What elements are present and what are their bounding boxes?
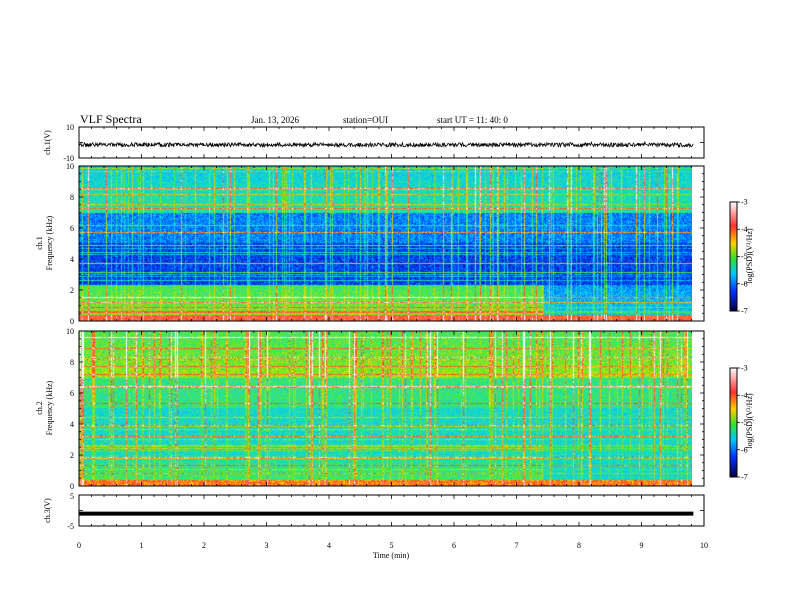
ch2-colorbar-tick-label: -5 bbox=[741, 418, 748, 427]
x-tick-label: 5 bbox=[390, 541, 394, 550]
x-axis-label: Time (min) bbox=[373, 551, 410, 560]
x-tick-label: 7 bbox=[515, 541, 519, 550]
x-tick-labels: 0 1 2 3 4 5 6 7 8 9 10 bbox=[77, 541, 708, 550]
start-time-label: start UT = 11: 40: 0 bbox=[437, 115, 508, 125]
ch2-spectrogram-panel: 0 2 4 6 8 10 ch.2 Frequency (kHz) bbox=[35, 327, 705, 491]
x-tick-label: 9 bbox=[640, 541, 644, 550]
ch1-colorbar-label: log(PSD)(V²/Hz) bbox=[745, 228, 754, 284]
x-tick-label: 2 bbox=[202, 541, 206, 550]
ch1-ytick-top: 10 bbox=[66, 123, 74, 132]
ch1-spectrogram-panel: 0 2 4 6 8 10 ch.1 Frequency (kHz) bbox=[35, 162, 705, 326]
ch2-colorbar-tick-label: -7 bbox=[741, 473, 748, 482]
ch2-colorbar: -3 -4 -5 -6 -7 log(PSD)(V²/Hz) bbox=[729, 364, 754, 482]
ch2-spec-ytick-label: 8 bbox=[70, 358, 74, 367]
x-tick-label: 4 bbox=[327, 541, 331, 550]
ch2-colorbar-ticks: -3 -4 -5 -6 -7 bbox=[737, 364, 748, 482]
ch2-spec-ytick-label: 4 bbox=[70, 420, 74, 429]
ch1-colorbar-tick-label: -7 bbox=[741, 307, 748, 316]
ch1-colorbar-tick-label: -6 bbox=[741, 279, 748, 288]
ch1-colorbar-gradient bbox=[730, 202, 737, 311]
ch3-ylabel: ch.3(V) bbox=[43, 498, 52, 523]
ch1-ticks bbox=[78, 127, 705, 158]
ch2-colorbar-tick-label: -3 bbox=[741, 364, 748, 373]
x-tick-label: 1 bbox=[140, 541, 144, 550]
date-label: Jan. 13, 2026 bbox=[251, 115, 299, 125]
ch2-spec-ytick-label: 6 bbox=[70, 389, 74, 398]
ch1-spec-ytick-label: 4 bbox=[70, 255, 74, 264]
ch2-colorbar-tick-label: -4 bbox=[741, 391, 748, 400]
ch1-spectrogram-image bbox=[79, 166, 692, 321]
ch1-spec-ytick-label: 10 bbox=[66, 162, 74, 171]
ch1-spec-ytick-label: 6 bbox=[70, 224, 74, 233]
ch1-spec-ytick-label: 2 bbox=[70, 286, 74, 295]
x-tick-label: 8 bbox=[577, 541, 581, 550]
ch3-ytick-bottom: -5 bbox=[67, 522, 74, 531]
ch1-colorbar-tick-label: -5 bbox=[741, 252, 748, 261]
ch1-colorbar-tick-label: -3 bbox=[741, 198, 748, 207]
ch1-spec-ticks: 0 2 4 6 8 10 bbox=[66, 162, 705, 326]
x-tick-label: 10 bbox=[700, 541, 708, 550]
ch1-colorbar-ticks: -3 -4 -5 -6 -7 bbox=[737, 198, 748, 316]
ch1-colorbar-tick-label: -4 bbox=[741, 225, 748, 234]
ch1-trace bbox=[78, 140, 694, 149]
ch2-spec-ytick-label: 10 bbox=[66, 327, 74, 336]
ch1-frame bbox=[78, 126, 705, 159]
ch2-spec-ylabel-channel: ch.2 bbox=[35, 401, 44, 415]
ch2-spectrogram-image bbox=[79, 331, 692, 486]
ch3-ticks bbox=[78, 495, 705, 526]
ch2-colorbar-gradient bbox=[730, 368, 737, 477]
ch1-ylabel: ch.1(V) bbox=[43, 130, 52, 155]
ch1-ytick-bottom: -10 bbox=[63, 154, 74, 163]
ch1-waveform-panel: 10 -10 ch.1(V) bbox=[43, 123, 705, 163]
ch2-spec-ytick-label: 2 bbox=[70, 451, 74, 460]
ch2-colorbar-label: log(PSD)(V²/Hz) bbox=[745, 393, 754, 449]
ch1-spec-ylabel-channel: ch.1 bbox=[35, 236, 44, 250]
ch3-frame bbox=[78, 494, 705, 527]
ch2-colorbar-tick-label: -6 bbox=[741, 445, 748, 454]
ch2-spec-ticks: 0 2 4 6 8 10 bbox=[66, 327, 705, 491]
ch3-ytick-top: 5 bbox=[70, 492, 74, 501]
ch2-spec-ytick-label: 0 bbox=[70, 482, 74, 491]
x-tick-label: 6 bbox=[452, 541, 456, 550]
ch1-colorbar: -3 -4 -5 -6 -7 log(PSD)(V²/Hz) bbox=[729, 198, 754, 316]
figure-title: VLF Spectra bbox=[80, 112, 142, 126]
ch3-waveform-panel: 5 -5 ch.3(V) 0 1 2 3 4 5 6 7 8 9 10 Time (min) bbox=[43, 492, 708, 560]
ch1-spec-ylabel-frequency: Frequency (kHz) bbox=[45, 215, 54, 270]
ch1-spec-ytick-label: 0 bbox=[70, 317, 74, 326]
x-tick-label: 0 bbox=[77, 541, 81, 550]
ch1-spec-ytick-label: 8 bbox=[70, 193, 74, 202]
station-label: station=OUI bbox=[343, 115, 388, 125]
ch2-spec-ylabel-frequency: Frequency (kHz) bbox=[45, 380, 54, 435]
x-tick-label: 3 bbox=[265, 541, 269, 550]
